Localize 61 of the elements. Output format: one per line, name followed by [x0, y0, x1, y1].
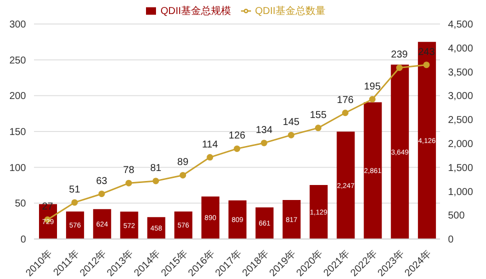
y2-tick-label: 3,000: [448, 91, 474, 102]
y-tick-label: 250: [9, 55, 26, 66]
y-tick-label: 0: [20, 234, 26, 246]
data-label: 63: [96, 176, 108, 187]
legend-label: QDII基金总规模: [160, 6, 231, 17]
data-label: 81: [150, 162, 162, 174]
data-label: 51: [69, 184, 81, 196]
bar: [201, 196, 220, 239]
point: [206, 154, 214, 161]
y2-tick-label: 2,500: [448, 115, 474, 126]
y2-tick-label: 500: [448, 210, 466, 222]
point: [288, 132, 294, 138]
point: [260, 140, 268, 146]
point: [125, 180, 132, 186]
data-label: 89: [177, 157, 189, 168]
data-label: 126: [228, 130, 246, 142]
bar: [282, 200, 301, 239]
y2-tick-label: 4,000: [448, 43, 474, 54]
data-label: 114: [202, 139, 218, 150]
y2-tick-label: 0: [448, 234, 454, 246]
data-label: 78: [123, 165, 135, 176]
point: [180, 172, 186, 178]
y2-tick-label: 2,000: [448, 138, 474, 150]
y2-tick-label: 4,500: [448, 20, 474, 31]
y-tick-label: 300: [9, 20, 26, 31]
bar: [228, 200, 246, 239]
bar: [174, 211, 192, 239]
point: [369, 96, 376, 102]
y2-tick-label: 3,500: [448, 67, 474, 78]
point: [234, 145, 240, 152]
bar: [336, 132, 355, 239]
data-label: 195: [364, 81, 382, 92]
bar: [364, 102, 382, 239]
data-label: 243: [418, 46, 436, 58]
data-label: 134: [256, 124, 273, 136]
bar: [66, 211, 84, 239]
bar: [120, 212, 138, 239]
data-label: 155: [310, 110, 327, 121]
y-tick-label: 150: [9, 127, 26, 138]
y2-tick-label: 1,000: [448, 186, 474, 198]
data-label: 239: [391, 50, 408, 61]
y-tick-label: 200: [9, 91, 26, 102]
point: [98, 190, 105, 198]
bar: [256, 207, 274, 239]
data-label: 176: [336, 94, 354, 106]
legend-label: QDII基金总数量: [255, 6, 326, 17]
point: [342, 110, 349, 116]
bar: [418, 42, 436, 239]
y-tick-label: 50: [14, 198, 26, 210]
bar: [93, 209, 112, 239]
point: [396, 64, 403, 71]
point: [71, 199, 78, 206]
bar: [390, 64, 409, 239]
data-label: 145: [282, 117, 300, 128]
data-label: 27: [42, 202, 54, 213]
point: [423, 62, 430, 68]
y2-tick-label: 1,500: [448, 162, 474, 174]
point: [314, 124, 322, 132]
bar: [310, 185, 328, 239]
point: [152, 178, 160, 184]
y-tick-label: 100: [9, 162, 26, 174]
